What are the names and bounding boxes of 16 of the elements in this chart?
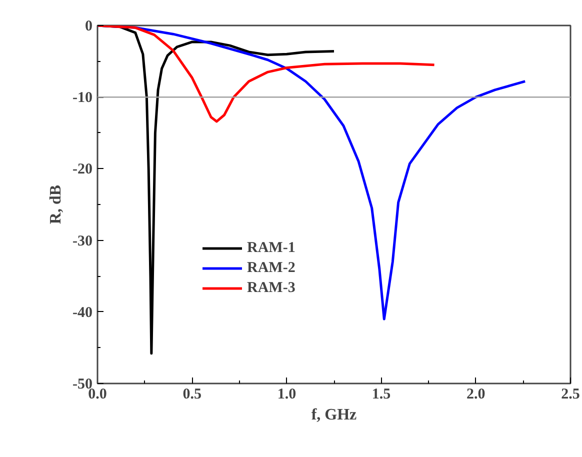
y-tick-label: -10 [72, 90, 93, 106]
legend-label: RAM-2 [247, 260, 296, 276]
y-tick-label: -30 [72, 233, 93, 250]
x-tick-label: 2.5 [561, 386, 580, 402]
y-tick-label: -40 [72, 304, 93, 321]
y-tick-label: 0 [85, 18, 92, 34]
x-tick-label: 1.0 [277, 386, 296, 402]
x-tick-label: 0.5 [182, 386, 202, 402]
x-axis-title: f, GHz [311, 406, 357, 424]
y-axis-title: R, dB [48, 184, 65, 224]
x-tick-label: 1.5 [372, 386, 391, 402]
y-tick-label: -20 [72, 162, 93, 178]
legend-label: RAM-1 [247, 240, 296, 256]
legend-label: RAM-3 [247, 280, 296, 296]
line-series [98, 26, 436, 123]
x-tick-label: 2.0 [466, 386, 486, 402]
